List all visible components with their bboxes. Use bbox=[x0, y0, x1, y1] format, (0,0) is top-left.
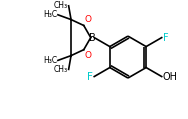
Text: OH: OH bbox=[163, 72, 178, 82]
Text: CH₃: CH₃ bbox=[54, 1, 68, 10]
Text: H₃C: H₃C bbox=[43, 56, 57, 65]
Text: F: F bbox=[87, 72, 93, 82]
Text: F: F bbox=[163, 33, 168, 43]
Text: H₃C: H₃C bbox=[43, 10, 57, 19]
Text: O: O bbox=[84, 15, 91, 25]
Text: B: B bbox=[89, 33, 96, 43]
Text: CH₃: CH₃ bbox=[54, 65, 68, 74]
Text: O: O bbox=[84, 51, 91, 60]
